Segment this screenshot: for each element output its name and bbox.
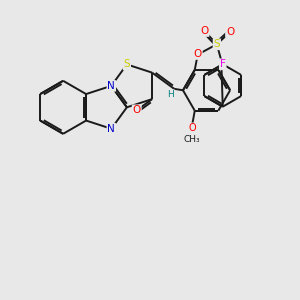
Text: O: O (194, 49, 202, 59)
Text: O: O (188, 123, 196, 133)
Text: O: O (133, 105, 141, 115)
Text: N: N (107, 81, 115, 91)
Text: H: H (167, 90, 174, 99)
Text: O: O (200, 26, 208, 36)
Text: F: F (220, 59, 226, 69)
Text: S: S (214, 39, 220, 49)
Text: N: N (107, 124, 115, 134)
Text: S: S (124, 59, 130, 69)
Text: O: O (226, 27, 234, 37)
Text: CH₃: CH₃ (184, 135, 200, 144)
